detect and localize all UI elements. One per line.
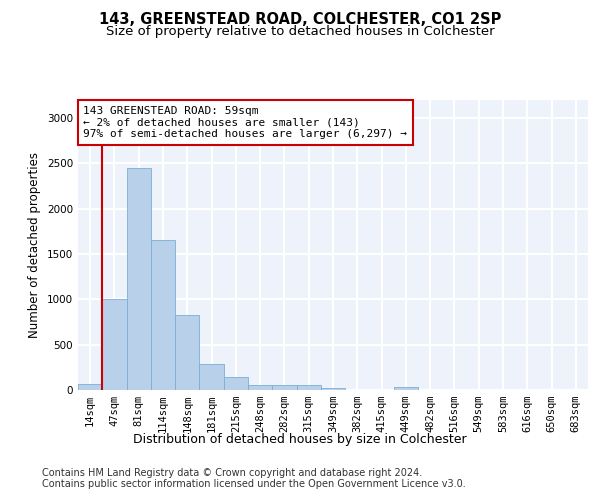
- Text: 143 GREENSTEAD ROAD: 59sqm
← 2% of detached houses are smaller (143)
97% of semi: 143 GREENSTEAD ROAD: 59sqm ← 2% of detac…: [83, 106, 407, 139]
- Bar: [78, 384, 102, 390]
- Bar: [199, 364, 224, 390]
- Bar: [151, 240, 175, 390]
- Bar: [175, 315, 199, 390]
- Bar: [321, 388, 345, 390]
- Text: Size of property relative to detached houses in Colchester: Size of property relative to detached ho…: [106, 25, 494, 38]
- Text: Contains public sector information licensed under the Open Government Licence v3: Contains public sector information licen…: [42, 479, 466, 489]
- Text: 143, GREENSTEAD ROAD, COLCHESTER, CO1 2SP: 143, GREENSTEAD ROAD, COLCHESTER, CO1 2S…: [99, 12, 501, 28]
- Bar: [102, 300, 127, 390]
- Text: Contains HM Land Registry data © Crown copyright and database right 2024.: Contains HM Land Registry data © Crown c…: [42, 468, 422, 477]
- Bar: [127, 168, 151, 390]
- Bar: [224, 378, 248, 390]
- Bar: [248, 385, 272, 390]
- Text: Distribution of detached houses by size in Colchester: Distribution of detached houses by size …: [133, 432, 467, 446]
- Bar: [296, 385, 321, 390]
- Bar: [272, 385, 296, 390]
- Y-axis label: Number of detached properties: Number of detached properties: [28, 152, 41, 338]
- Bar: [394, 388, 418, 390]
